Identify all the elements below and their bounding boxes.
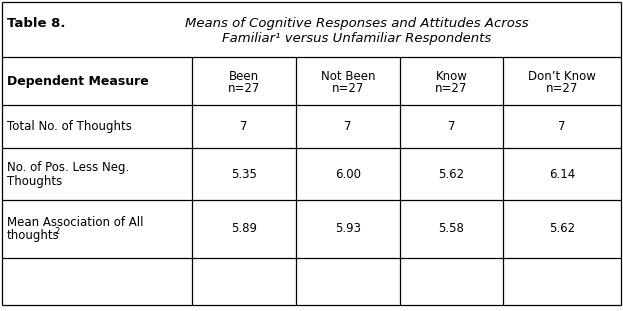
Text: thoughts: thoughts [7, 230, 60, 243]
Text: 5.93: 5.93 [335, 222, 361, 235]
Text: 5.58: 5.58 [439, 222, 464, 235]
Text: Means of Cognitive Responses and Attitudes Across: Means of Cognitive Responses and Attitud… [184, 17, 528, 30]
Text: Thoughts: Thoughts [7, 174, 62, 188]
Text: Don’t Know: Don’t Know [528, 69, 596, 82]
Text: 7: 7 [448, 120, 455, 133]
Text: n=27: n=27 [435, 81, 468, 95]
Text: 2: 2 [54, 228, 59, 236]
Text: Familiar¹ versus Unfamiliar Respondents: Familiar¹ versus Unfamiliar Respondents [222, 32, 491, 45]
Text: 7: 7 [345, 120, 352, 133]
Text: 5.62: 5.62 [439, 168, 465, 180]
Text: 6.14: 6.14 [549, 168, 575, 180]
Text: 5.89: 5.89 [231, 222, 257, 235]
Text: n=27: n=27 [332, 81, 364, 95]
Text: Dependent Measure: Dependent Measure [7, 75, 149, 87]
Text: 7: 7 [240, 120, 248, 133]
Text: n=27: n=27 [228, 81, 260, 95]
Text: No. of Pos. Less Neg.: No. of Pos. Less Neg. [7, 160, 129, 174]
Text: Been: Been [229, 69, 259, 82]
Text: n=27: n=27 [546, 81, 578, 95]
Text: 5.35: 5.35 [231, 168, 257, 180]
Text: Total No. of Thoughts: Total No. of Thoughts [7, 120, 132, 133]
Text: Know: Know [435, 69, 467, 82]
Text: 7: 7 [558, 120, 566, 133]
Text: 5.62: 5.62 [549, 222, 575, 235]
Text: Not Been: Not Been [321, 69, 375, 82]
Text: Mean Association of All: Mean Association of All [7, 216, 143, 229]
Text: Table 8.: Table 8. [7, 17, 65, 30]
Text: 6.00: 6.00 [335, 168, 361, 180]
